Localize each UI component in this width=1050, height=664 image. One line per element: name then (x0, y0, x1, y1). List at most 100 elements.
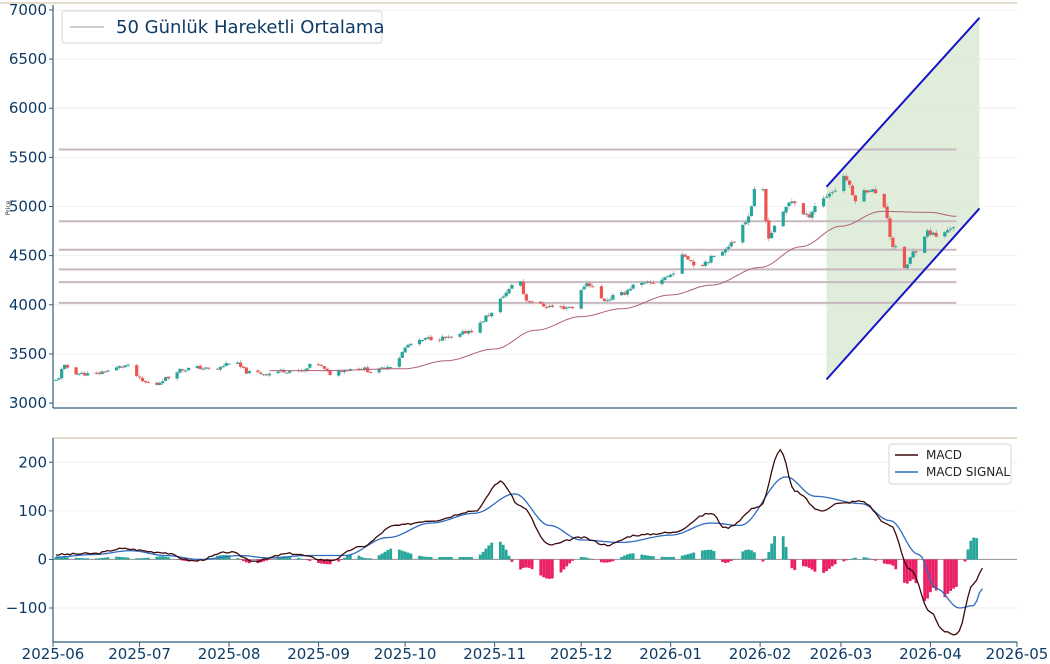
macd-histogram-bar (423, 556, 427, 560)
macd-histogram-bar (481, 551, 485, 560)
candle (267, 372, 272, 377)
candle (126, 363, 130, 368)
candle (507, 287, 511, 296)
macd-histogram-bar (631, 553, 635, 560)
candle (669, 273, 673, 278)
macd-histogram-bar (236, 558, 240, 560)
candle (873, 185, 878, 194)
macd-histogram-bar (729, 559, 733, 561)
candle (790, 198, 794, 206)
candle (409, 343, 413, 348)
ma50-line (269, 210, 957, 372)
channel-upper-line (825, 17, 981, 188)
macd-histogram-bar (366, 558, 369, 560)
macd-histogram-bar (767, 551, 771, 560)
candle (221, 363, 225, 368)
macd-histogram-bar (195, 559, 199, 561)
macd-histogram-bar (579, 557, 583, 560)
macd-histogram-bar (605, 559, 609, 563)
candle (822, 195, 826, 209)
candle (86, 371, 90, 377)
candle (120, 365, 124, 369)
macd-histogram-bar (470, 557, 473, 560)
candle (833, 187, 837, 194)
candle (660, 276, 664, 287)
candle (888, 215, 892, 241)
candle (726, 244, 730, 252)
macd-histogram-bar (66, 557, 69, 560)
macd-histogram-bar (911, 559, 915, 580)
candle (744, 219, 748, 226)
macd-histogram-bar (793, 559, 797, 570)
candle (319, 363, 324, 367)
candle (386, 364, 390, 371)
candle (184, 369, 188, 373)
candle (631, 283, 635, 290)
legend-macd-label: MACD (926, 448, 962, 462)
candle (625, 288, 629, 298)
candle (420, 339, 425, 343)
candle (611, 292, 615, 301)
candle (60, 367, 64, 381)
macd-histogram-bar (585, 557, 589, 560)
macd-histogram-bar (386, 550, 390, 560)
candle (464, 328, 468, 334)
candle (729, 240, 733, 249)
candle (429, 334, 433, 342)
macd-histogram-bar (184, 559, 188, 562)
candle (181, 368, 185, 373)
candle (562, 304, 566, 311)
candle (198, 364, 202, 370)
macd-histogram-bar (929, 559, 932, 593)
candle (951, 226, 956, 232)
candle (946, 226, 950, 233)
macd-histogram-bar (389, 548, 393, 560)
candle (827, 191, 831, 200)
macd-histogram-bar (969, 540, 973, 560)
candle (850, 183, 855, 196)
macd-histogram-bar (242, 559, 245, 562)
macd-histogram-bar (325, 559, 329, 565)
macd-histogram-bar (146, 557, 150, 560)
macd-histogram-bar (135, 558, 139, 560)
macd-histogram-bar (787, 559, 791, 560)
macd-signal-line (55, 476, 983, 609)
macd-histogram-bar (449, 557, 453, 560)
candle (449, 336, 453, 340)
macd-histogram-bar (181, 559, 185, 561)
macd-histogram-bar (268, 559, 271, 560)
candle (767, 217, 771, 242)
price-panel: 3000 3500 4000 4500 5000 5500 6000 6500 7000 Pric… (0, 1, 1017, 412)
candle (813, 202, 817, 215)
macd-histogram-bar (934, 559, 938, 591)
candle (54, 379, 58, 381)
macd-histogram-bar (340, 559, 344, 560)
macd-line (55, 448, 983, 636)
macd-histogram-bar (620, 557, 623, 560)
macd-histogram-bar (568, 559, 572, 564)
candle (721, 250, 725, 257)
macd-histogram-bar (625, 554, 629, 560)
macd-histogram-bar (106, 557, 110, 560)
macd-histogram-bar (103, 557, 107, 560)
candle (842, 173, 846, 194)
macd-histogram-bar (542, 559, 546, 578)
candle (689, 259, 693, 264)
candle (201, 366, 205, 371)
macd-histogram-bar (383, 551, 387, 560)
macd-histogram-bar (498, 541, 502, 560)
candle (490, 312, 494, 318)
macd-histogram-bar (871, 559, 875, 560)
candle (74, 367, 78, 376)
candle (591, 283, 595, 288)
candle (155, 381, 159, 386)
macd-histogram-bar (447, 557, 450, 560)
macd-histogram-bar (138, 558, 141, 560)
candle (163, 376, 168, 382)
macd-histogram-bar (123, 557, 127, 560)
candle (207, 367, 211, 371)
macd-histogram-bar (608, 559, 612, 563)
macd-histogram-bar (703, 550, 707, 560)
macd-histogram-bar (117, 556, 121, 560)
